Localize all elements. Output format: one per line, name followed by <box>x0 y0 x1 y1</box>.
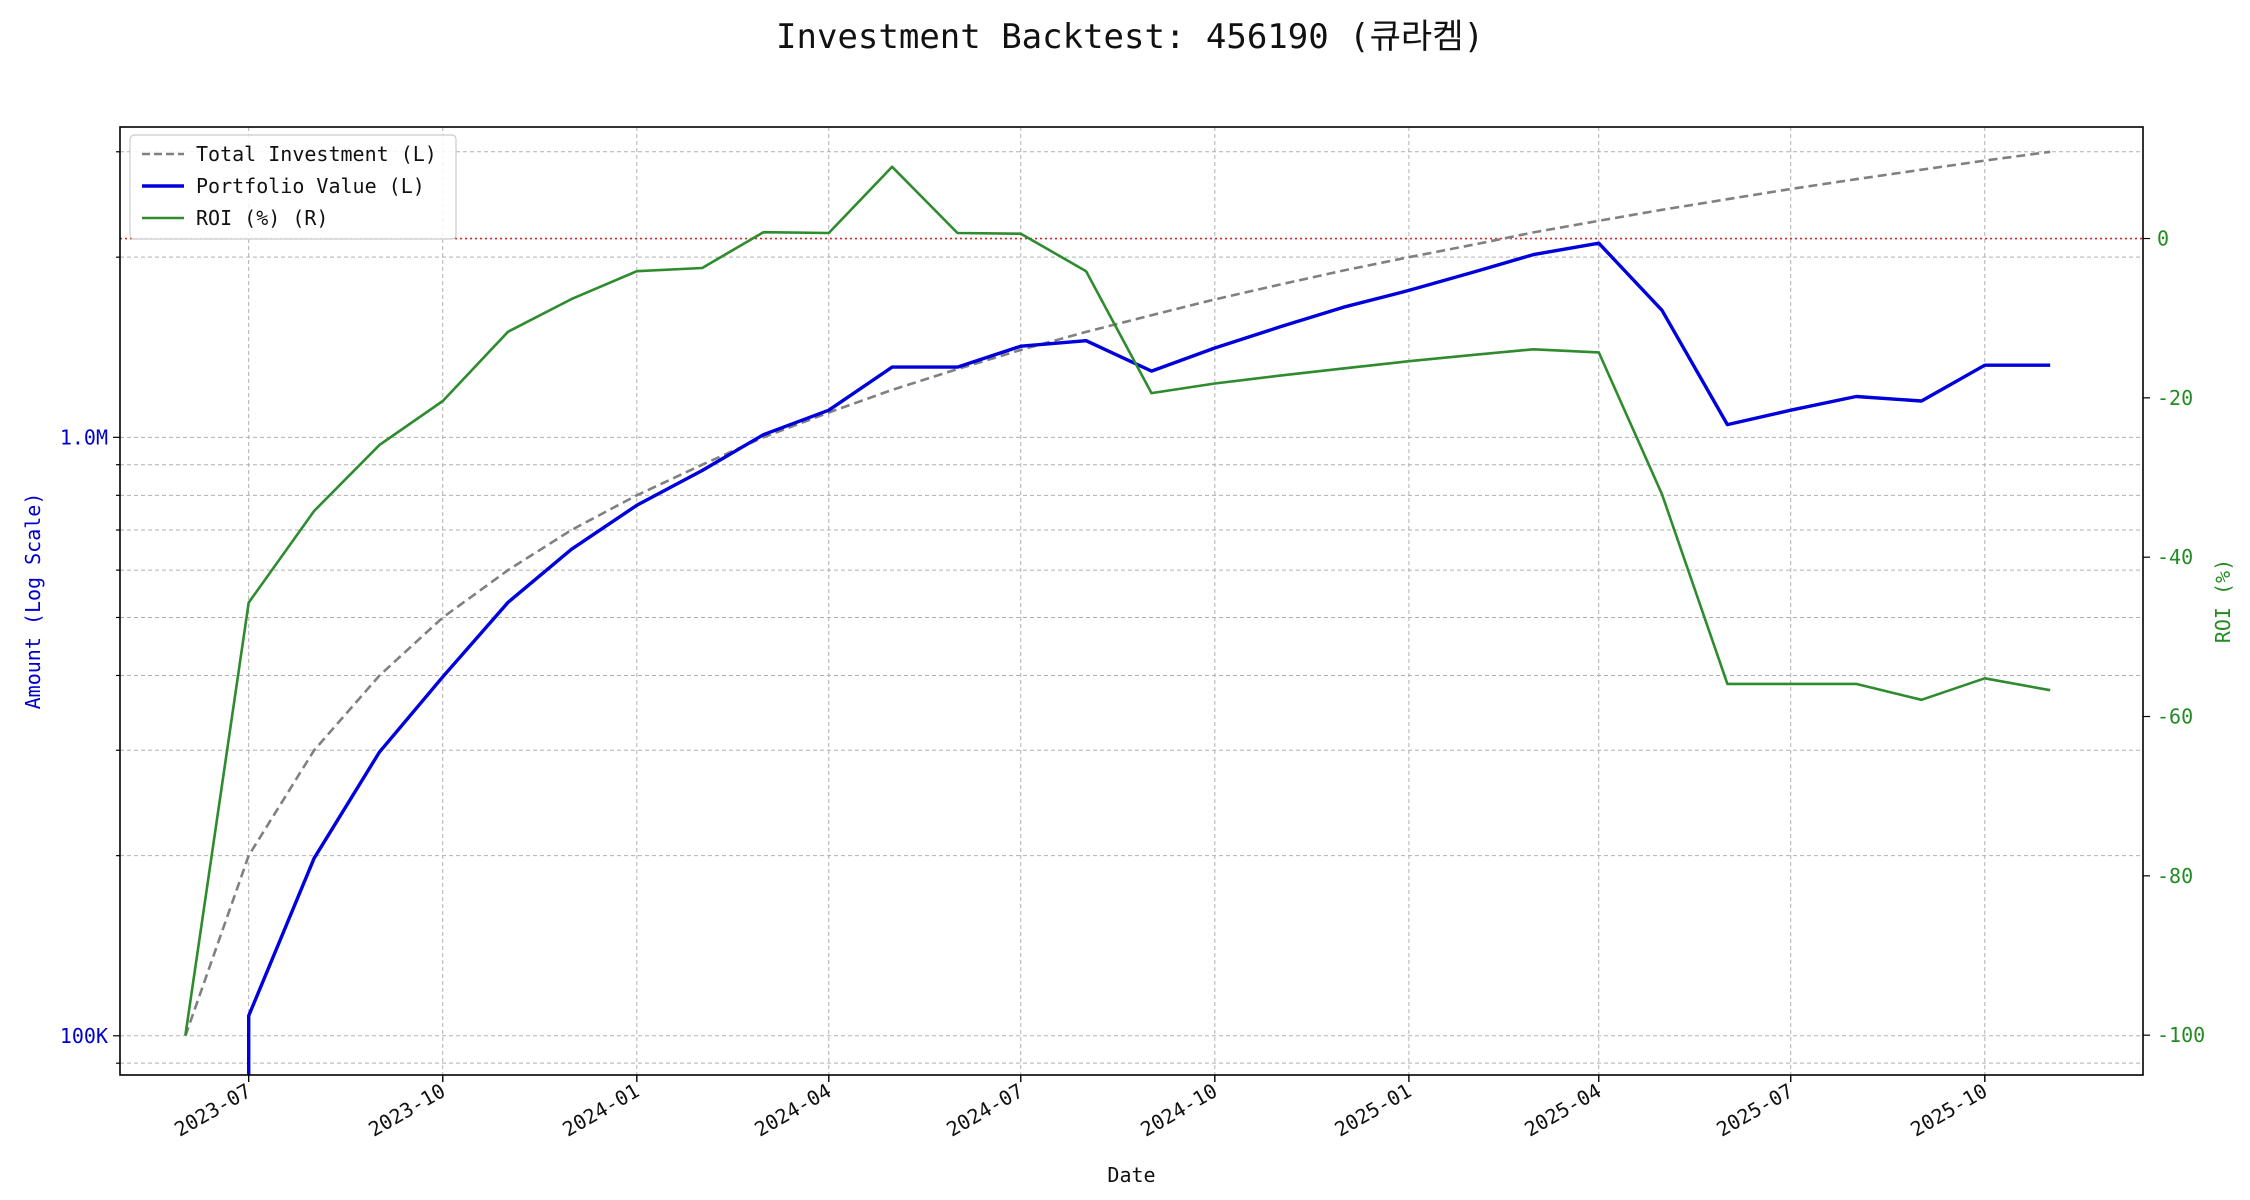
y-axis-left-label: Amount (Log Scale) <box>21 493 45 710</box>
y-right-tick-label: -60 <box>2157 705 2193 729</box>
y-right-tick-label: 0 <box>2157 227 2169 251</box>
x-tick-label: 2025-10 <box>1906 1079 1991 1142</box>
y-left-tick-label: 1.0M <box>60 425 108 449</box>
portfolio-value-line <box>247 241 2051 1075</box>
legend-box <box>129 134 457 240</box>
x-tick-label: 2024-07 <box>942 1079 1027 1142</box>
x-axis: 2023-07 2023-10 2024-01 2024-04 2024-07 2024-… <box>170 1075 1991 1141</box>
x-tick-label: 2024-04 <box>750 1079 835 1142</box>
x-axis-label: Date <box>1107 1163 1155 1187</box>
x-tick-label: 2024-10 <box>1136 1079 1221 1142</box>
x-tick-label: 2025-01 <box>1330 1079 1415 1142</box>
y-left-tick-label: 100K <box>60 1024 108 1048</box>
x-tick-label: 2024-01 <box>558 1079 643 1142</box>
y-right-tick-label: -20 <box>2157 386 2193 410</box>
y-right-tick-label: -80 <box>2157 864 2193 888</box>
legend: Total Investment (L) Portfolio Value (L) R… <box>129 134 457 240</box>
plot-frame <box>119 126 2144 1076</box>
legend-label: Total Investment (L) <box>196 142 437 166</box>
x-tick-label: 2023-10 <box>364 1079 449 1142</box>
y-axis-right-label: ROI (%) <box>2211 559 2235 643</box>
y-axis-left: 100K 1.0M <box>60 151 120 1064</box>
series-lines <box>184 150 2051 1075</box>
x-tick-label: 2025-07 <box>1712 1079 1797 1142</box>
total-investment-line <box>184 150 2051 1037</box>
legend-label: ROI (%) (R) <box>196 206 328 230</box>
grid-lines <box>120 127 2143 1075</box>
y-right-tick-label: -100 <box>2157 1023 2205 1047</box>
chart-title: Investment Backtest: 456190 (큐라켐) <box>776 17 1484 57</box>
y-axis-right: -100 -80 -60 -40 -20 0 <box>2143 227 2205 1047</box>
x-tick-label: 2025-04 <box>1520 1079 1605 1142</box>
x-tick-label: 2023-07 <box>170 1079 255 1142</box>
legend-label: Portfolio Value (L) <box>196 174 425 198</box>
y-right-tick-label: -40 <box>2157 545 2193 569</box>
roi-line <box>184 165 2051 1036</box>
